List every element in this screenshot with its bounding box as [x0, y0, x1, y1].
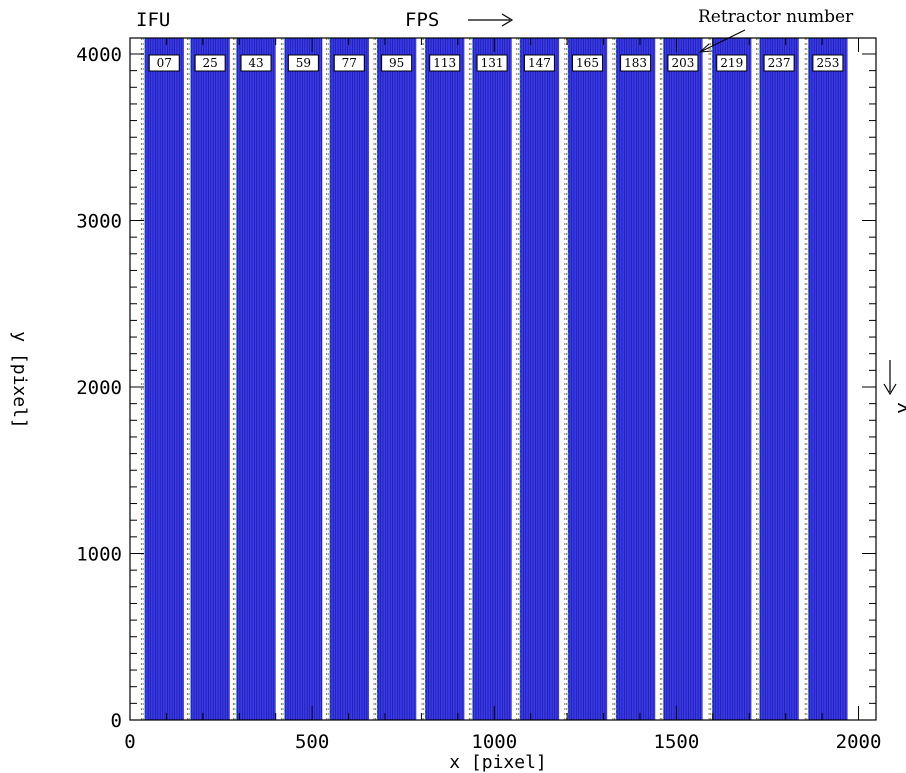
retractor-label-text: 131 — [481, 56, 504, 70]
retractor-block-219 — [712, 38, 752, 720]
axis-tick-labels: 0 500 1000 1500 2000 0 1000 2000 3000 4000 — [76, 44, 881, 753]
y-axis-title: y [pixel] — [9, 331, 30, 429]
retractor-block-165 — [567, 38, 608, 720]
retractor-label-59: 59 — [287, 54, 319, 72]
x-axis-title: x [pixel] — [449, 752, 547, 773]
plot-frame — [129, 37, 877, 721]
retractor-label-text: 253 — [816, 56, 839, 70]
retractor-label-25: 25 — [194, 54, 226, 72]
retractor-label-43: 43 — [240, 54, 272, 72]
retractor-label-203: 203 — [667, 54, 699, 72]
lambda-label: λ — [893, 402, 906, 413]
retractor-label-text: 237 — [768, 56, 791, 70]
gap-lines — [141, 38, 809, 720]
retractor-label-text: 203 — [671, 56, 694, 70]
retractor-block-147 — [519, 38, 560, 720]
retractor-block-25 — [190, 38, 230, 720]
retractor-label-253: 253 — [812, 54, 844, 72]
retractor-label-113: 113 — [429, 54, 461, 72]
retractor-block-237 — [759, 38, 799, 720]
retractor-label-text: 165 — [576, 56, 599, 70]
retractor-block-95 — [376, 38, 417, 720]
retractor-label-text: 183 — [624, 56, 647, 70]
fps-arrow-icon — [468, 13, 514, 27]
retractor-block-183 — [615, 38, 656, 720]
x-tick-label: 500 — [295, 731, 329, 753]
retractor-label-text: 147 — [528, 56, 551, 70]
x-tick-label: 1500 — [654, 731, 700, 753]
x-tick-label: 0 — [124, 731, 135, 753]
ifu-label: IFU — [136, 9, 170, 31]
retractor-label-165: 165 — [572, 54, 604, 72]
retractor-block-113 — [425, 38, 465, 720]
y-tick-label: 2000 — [76, 377, 122, 399]
retractor-label-text: 25 — [202, 56, 217, 70]
x-tick-label: 2000 — [836, 731, 882, 753]
fps-label: FPS — [405, 9, 439, 31]
lambda-arrow-icon — [883, 360, 897, 396]
retractor-label-text: 43 — [248, 56, 263, 70]
y-tick-label: 3000 — [76, 210, 122, 232]
retractor-label-boxes: 07 25 43 59 77 95 113 131 147 165 183 203 219 237 253 — [148, 54, 844, 72]
retractor-label-147: 147 — [523, 54, 555, 72]
retractor-block-43 — [236, 38, 276, 720]
retractor-label-text: 219 — [720, 56, 743, 70]
retractor-label-219: 219 — [716, 54, 748, 72]
y-tick-label: 4000 — [76, 44, 122, 66]
y-tick-label: 0 — [111, 710, 122, 732]
retractor-blocks — [144, 38, 848, 720]
retractor-label-text: 113 — [433, 56, 456, 70]
retractor-label-text: 07 — [157, 56, 172, 70]
retractor-block-131 — [472, 38, 512, 720]
retractor-block-59 — [284, 38, 323, 720]
retractor-number-label: Retractor number — [698, 7, 854, 27]
retractor-label-text: 59 — [296, 56, 311, 70]
retractor-label-237: 237 — [763, 54, 795, 72]
retractor-label-131: 131 — [476, 54, 508, 72]
y-tick-label: 1000 — [76, 543, 122, 565]
retractor-block-203 — [663, 38, 703, 720]
retractor-label-95: 95 — [381, 54, 413, 72]
retractor-block-07 — [144, 38, 184, 720]
x-tick-label: 1000 — [471, 731, 517, 753]
retractor-label-07: 07 — [148, 54, 180, 72]
retractor-block-77 — [329, 38, 369, 720]
retractor-block-253 — [808, 38, 848, 720]
retractor-label-77: 77 — [333, 54, 365, 72]
retractor-label-183: 183 — [620, 54, 652, 72]
retractor-label-text: 77 — [342, 56, 357, 70]
retractor-label-text: 95 — [389, 56, 404, 70]
retractor-pointer-arrow-icon — [698, 29, 746, 53]
axis-ticks — [129, 38, 876, 721]
